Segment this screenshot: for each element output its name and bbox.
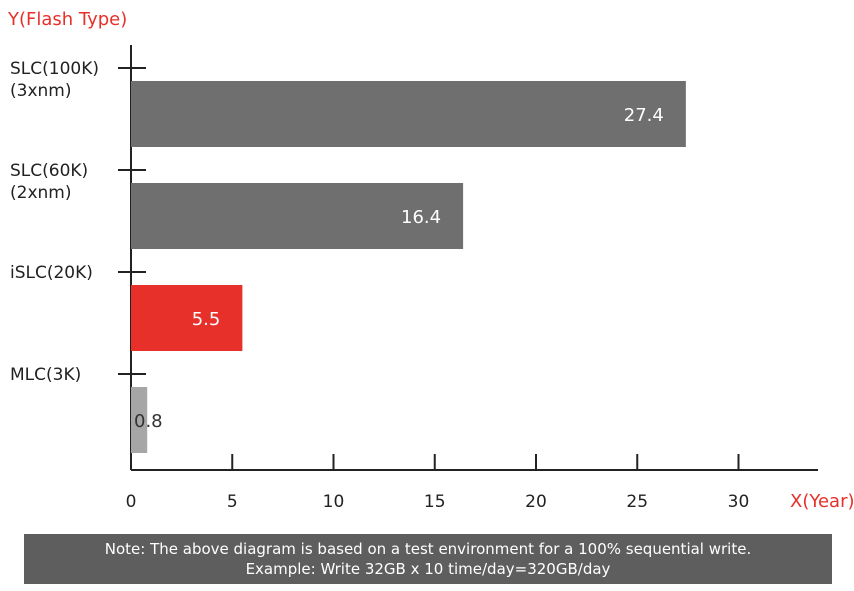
- x-tick-label: 0: [126, 492, 137, 512]
- bar-value-label: 5.5: [192, 309, 221, 330]
- y-tick-label-line: SLC(60K): [10, 161, 88, 181]
- x-tick-label: 25: [626, 492, 648, 512]
- y-tick-label-line: SLC(100K): [10, 59, 99, 79]
- y-axis-title: Y(Flash Type): [7, 9, 127, 30]
- bar: [131, 387, 148, 453]
- y-tick-label-line: (2xnm): [10, 183, 71, 203]
- y-tick-label: SLC(60K) (2xnm): [10, 161, 88, 203]
- bar: [131, 285, 243, 351]
- x-tick-label: 10: [323, 492, 345, 512]
- y-tick-label-line: iSLC(20K): [10, 263, 93, 283]
- note-line-2: Example: Write 32GB x 10 time/day=320GB/…: [245, 560, 611, 578]
- x-tick-label: 15: [424, 492, 446, 512]
- axes: 0 5 10 15 20 25 30 SLC(100K) (3xnm) SLC(60K) (2xnm…: [10, 45, 818, 512]
- y-tick-label: iSLC(20K): [10, 263, 93, 283]
- bar: [131, 81, 686, 147]
- x-tick-label: 5: [227, 492, 238, 512]
- bar-value-label: 27.4: [624, 105, 664, 126]
- x-tick-label: 20: [525, 492, 547, 512]
- y-tick-label: MLC(3K): [10, 365, 81, 385]
- y-tick-label: SLC(100K) (3xnm): [10, 59, 99, 101]
- note-line-1: Note: The above diagram is based on a te…: [104, 540, 752, 558]
- bar: [131, 183, 464, 249]
- y-tick-label-line: (3xnm): [10, 81, 71, 101]
- y-tick-label-line: MLC(3K): [10, 365, 81, 385]
- bar-value-label: 0.8: [134, 411, 163, 432]
- x-tick-label: 30: [728, 492, 750, 512]
- bar-chart: Y(Flash Type) X(Year) 0 5 10 15 20 25 30 SLC(10…: [7, 9, 854, 512]
- bars: 27.4 16.4 5.5 0.8: [131, 81, 686, 453]
- bar-value-label: 16.4: [401, 207, 441, 228]
- note-box: Note: The above diagram is based on a te…: [24, 534, 832, 584]
- x-axis-title: X(Year): [790, 491, 854, 512]
